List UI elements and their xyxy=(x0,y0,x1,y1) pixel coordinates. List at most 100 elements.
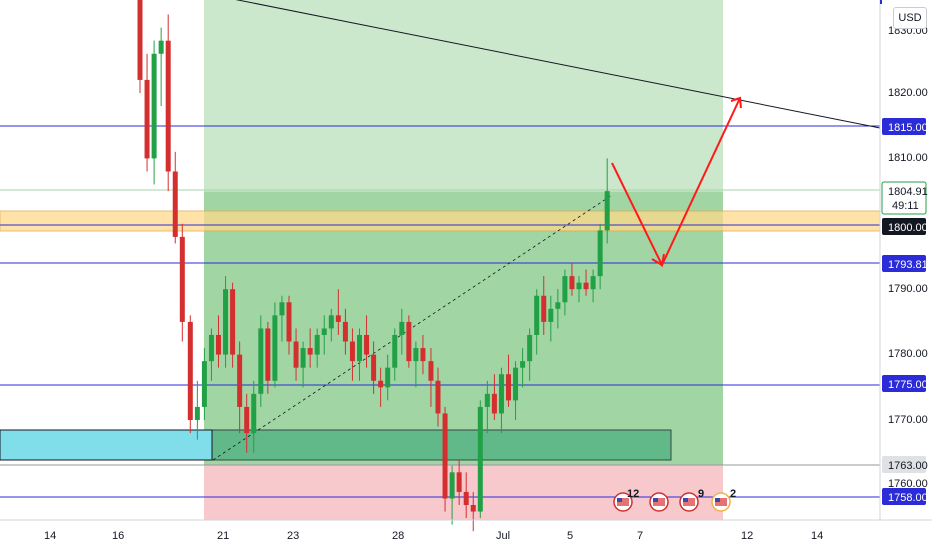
arrow-head-down-icon xyxy=(651,253,665,267)
candle-body xyxy=(498,374,504,414)
projected-path-arrow[interactable] xyxy=(611,96,742,268)
price-tick: 1790.00 xyxy=(888,283,928,295)
candle-body xyxy=(293,341,299,368)
time-tick: 28 xyxy=(392,530,404,542)
time-tick: Jul xyxy=(496,530,510,542)
candle-body xyxy=(230,289,236,355)
event-badge[interactable]: 9 xyxy=(679,488,704,512)
candle-body xyxy=(604,191,610,231)
candle-body xyxy=(342,321,348,342)
level-label-1758: 1758.00 xyxy=(888,492,928,504)
candle-body xyxy=(371,354,377,381)
candle-body xyxy=(201,361,207,407)
candle-body xyxy=(385,367,391,388)
candle-body xyxy=(286,302,292,342)
level-label-1800: 1800.00 xyxy=(888,222,928,234)
candle-body xyxy=(583,282,589,290)
candle-body xyxy=(158,40,164,54)
green-support-rectangle[interactable] xyxy=(211,429,672,461)
candle-body xyxy=(506,374,511,401)
candle-body xyxy=(477,406,483,512)
candle-body xyxy=(251,393,257,434)
price-label-1763[interactable]: 1763.00 xyxy=(882,456,928,473)
event-badge[interactable]: 2 xyxy=(711,488,736,512)
price-label-1775[interactable]: 1775.00 xyxy=(882,375,928,392)
time-tick: 14 xyxy=(811,530,823,542)
candle-body xyxy=(208,334,214,362)
candle-body xyxy=(172,171,178,237)
candle-body xyxy=(272,315,278,381)
candle-body xyxy=(314,334,320,355)
price-tick: 1760.00 xyxy=(888,478,928,490)
candle-body xyxy=(165,40,171,172)
event-count: 9 xyxy=(698,488,704,500)
candlestick-series xyxy=(137,0,610,532)
candle-body xyxy=(399,321,405,335)
price-label-1793[interactable]: 1793.81 xyxy=(882,255,928,272)
last-price-label[interactable]: 1804.91 49:11 xyxy=(881,181,928,215)
candle-body xyxy=(406,321,412,362)
candle-body xyxy=(442,413,448,499)
candle-body xyxy=(449,472,455,499)
candle-body xyxy=(151,53,157,159)
time-tick: 23 xyxy=(287,530,299,542)
candle-body xyxy=(435,380,441,414)
candle-body xyxy=(223,289,229,355)
price-label-1758[interactable]: 1758.00 xyxy=(882,488,928,505)
candle-body xyxy=(548,308,554,322)
scale-handle[interactable] xyxy=(880,0,882,4)
candle-body xyxy=(328,315,334,329)
time-tick: 5 xyxy=(567,530,573,542)
candle-body xyxy=(244,406,250,434)
event-badge[interactable] xyxy=(649,492,669,512)
price-label-1815[interactable]: 1815.00 xyxy=(882,118,928,135)
horizontal-levels[interactable] xyxy=(0,125,880,498)
candle-body xyxy=(307,348,313,355)
candle-body xyxy=(470,505,476,512)
candle-body xyxy=(279,302,285,316)
candle-body xyxy=(179,236,185,322)
candle-body xyxy=(534,295,540,335)
candle-body xyxy=(562,276,568,303)
candle-body xyxy=(520,361,526,368)
event-badge[interactable]: 12 xyxy=(613,488,639,512)
candle-body xyxy=(541,295,547,322)
candle-body xyxy=(491,393,497,414)
time-tick: 7 xyxy=(637,530,643,542)
time-tick: 16 xyxy=(112,530,124,542)
currency-selector[interactable]: USD xyxy=(893,7,927,29)
level-label-1793: 1793.81 xyxy=(888,259,928,271)
us-flag-icon xyxy=(653,498,665,506)
candle-body xyxy=(456,472,462,492)
price-tick: 1780.00 xyxy=(888,348,928,360)
candle-body xyxy=(357,334,362,362)
dashed-entry-target-line[interactable] xyxy=(212,194,613,461)
level-label-1815: 1815.00 xyxy=(888,122,928,134)
support-zone-rectangle[interactable] xyxy=(0,429,213,461)
price-tick: 1770.00 xyxy=(888,414,928,426)
candle-body xyxy=(137,0,143,80)
candle-body xyxy=(555,302,561,309)
price-label-1800[interactable]: 1800.00 xyxy=(882,218,928,235)
candle-body xyxy=(428,361,434,381)
descending-trend-line[interactable] xyxy=(228,0,881,129)
candle-body xyxy=(194,406,200,420)
candle-body xyxy=(144,79,150,159)
candle-body xyxy=(265,328,271,381)
time-tick: 14 xyxy=(44,530,56,542)
last-price-value: 1804.91 xyxy=(888,186,928,198)
price-tick: 1820.00 xyxy=(888,87,928,99)
level-label-1775: 1775.00 xyxy=(888,379,928,391)
us-flag-icon xyxy=(683,498,695,506)
time-tick: 12 xyxy=(741,530,753,542)
candle-body xyxy=(300,348,306,368)
resistance-zone-rectangle[interactable] xyxy=(0,210,881,232)
candle-body xyxy=(463,491,469,506)
candle-body xyxy=(569,276,575,290)
long-position-tool[interactable] xyxy=(204,0,723,520)
candle-body xyxy=(590,276,596,290)
candle-body xyxy=(364,334,370,355)
candle-body xyxy=(513,367,519,401)
candle-body xyxy=(321,328,327,335)
